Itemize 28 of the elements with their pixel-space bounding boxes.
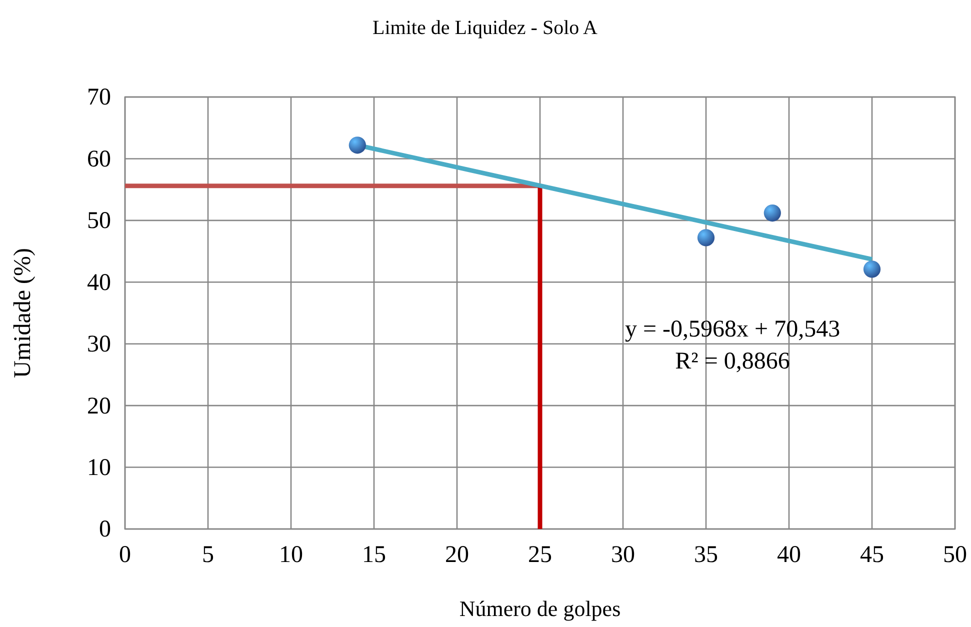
y-tick-label: 10	[87, 454, 111, 481]
x-tick-label: 0	[119, 542, 131, 568]
point	[697, 229, 715, 246]
annotation: y = -0,5968x + 70,543	[625, 316, 840, 342]
x-axis-title: Número de golpes	[459, 596, 621, 621]
x-tick-label: 20	[445, 542, 469, 568]
x-tick-label: 10	[279, 542, 303, 568]
y-tick-label: 50	[87, 208, 111, 234]
y-tick-label: 0	[99, 516, 111, 543]
y-tick-label: 70	[87, 84, 111, 111]
x-tick-label: 30	[611, 542, 635, 568]
y-tick-label: 40	[87, 270, 111, 296]
x-tick-label: 50	[943, 542, 967, 568]
x-tick-label: 15	[362, 542, 386, 568]
x-tick-label: 35	[694, 542, 718, 568]
y-tick-label: 60	[87, 146, 111, 172]
y-axis-title: Umidade (%)	[10, 248, 36, 378]
point	[863, 260, 881, 278]
annotation: R² = 0,8866	[675, 348, 790, 374]
y-tick-label: 20	[87, 393, 111, 420]
x-tick-label: 45	[860, 542, 884, 568]
chart-title: Limite de Liquidez - Solo A	[372, 17, 598, 39]
point	[348, 136, 366, 154]
x-tick-label: 40	[777, 542, 801, 568]
x-tick-label: 5	[202, 542, 214, 568]
x-tick-label: 25	[528, 542, 552, 568]
y-tick-label: 30	[87, 332, 111, 358]
point	[764, 204, 781, 222]
